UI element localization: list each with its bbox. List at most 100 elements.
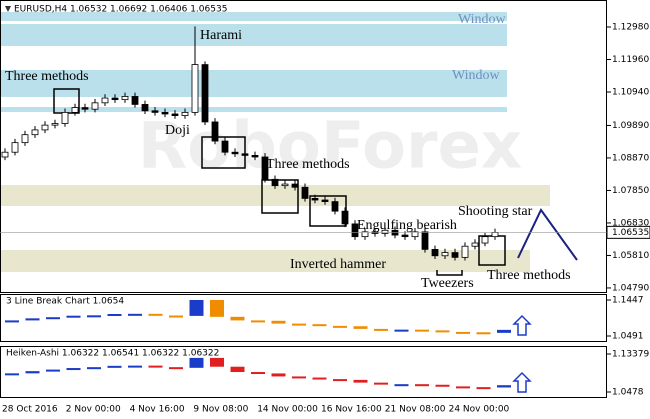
y-tick-label: 1.05810 bbox=[612, 251, 649, 261]
candle-body bbox=[191, 64, 199, 113]
indicator-bar bbox=[5, 373, 19, 376]
annotation: Three methods bbox=[5, 69, 89, 84]
indicator-bar bbox=[210, 299, 224, 317]
candle-body bbox=[211, 121, 219, 142]
indicator-bar bbox=[456, 331, 470, 334]
panel-frame bbox=[0, 346, 607, 398]
support-zone bbox=[0, 250, 530, 272]
candle-body bbox=[331, 201, 339, 212]
candle-body bbox=[161, 111, 169, 115]
indicator-bar bbox=[66, 315, 81, 318]
indicator-bar bbox=[230, 316, 245, 321]
indicator-bar bbox=[25, 371, 40, 374]
candle-body bbox=[461, 245, 469, 258]
candle-body bbox=[391, 229, 399, 236]
up-arrows bbox=[512, 314, 532, 393]
symbol-icon bbox=[5, 6, 11, 12]
indicator-bar bbox=[87, 367, 101, 370]
y-tick-label: 1.09890 bbox=[612, 121, 649, 131]
indicator-bar bbox=[333, 379, 347, 382]
annotation: Inverted hammer bbox=[290, 257, 386, 272]
forecast-arrow bbox=[517, 208, 578, 261]
y-tick-label: 1.11960 bbox=[612, 55, 649, 65]
candle-body bbox=[201, 64, 209, 123]
x-tick-label: 4 Nov 16:00 bbox=[130, 405, 185, 415]
candle-body bbox=[291, 183, 299, 188]
candle-body bbox=[71, 107, 79, 113]
candle-body bbox=[21, 134, 29, 144]
up-arrow bbox=[512, 371, 532, 393]
candle-body bbox=[111, 97, 119, 101]
candle-body bbox=[41, 124, 49, 131]
candle-body bbox=[261, 156, 269, 180]
y-tick-label: 1.04790 bbox=[612, 283, 649, 293]
candle-body bbox=[451, 252, 459, 258]
candle-body bbox=[11, 142, 19, 153]
support-zone bbox=[0, 185, 550, 206]
indicator-bar bbox=[497, 329, 511, 333]
annotation: Three methods bbox=[487, 268, 571, 283]
main-frame bbox=[0, 0, 607, 293]
candle-body bbox=[181, 111, 189, 116]
indicator-bar bbox=[312, 324, 327, 327]
watermark: RoboForex bbox=[138, 110, 522, 184]
annotation: Tweezers bbox=[421, 276, 474, 291]
indicator-bar bbox=[107, 314, 122, 317]
x-tick-label: 2 Nov 00:00 bbox=[66, 405, 121, 415]
candle-body bbox=[271, 178, 279, 187]
indicator-bar bbox=[148, 365, 163, 368]
indicator-bar bbox=[476, 387, 491, 390]
indicator-bar bbox=[374, 382, 388, 385]
indicator-bar bbox=[476, 332, 491, 335]
indicator-bar bbox=[456, 386, 470, 389]
candle-body bbox=[61, 111, 69, 124]
candle-body bbox=[231, 151, 239, 155]
indicator-bar bbox=[394, 329, 409, 332]
candle-body bbox=[441, 252, 449, 257]
candle-body bbox=[431, 248, 439, 257]
candle-body bbox=[361, 231, 369, 238]
indicator-bar bbox=[87, 315, 101, 318]
panel-title: 3 Line Break Chart 1.0654 bbox=[6, 297, 124, 307]
pattern-bracket bbox=[436, 270, 463, 276]
candle-body bbox=[411, 231, 419, 238]
candle-body bbox=[141, 104, 149, 112]
y-tick-label: 1.08870 bbox=[612, 153, 649, 163]
indicator-bar bbox=[415, 329, 429, 332]
y-tick-label: 1.0491 bbox=[612, 332, 644, 342]
x-tick-label: 28 Oct 2016 bbox=[2, 405, 58, 415]
candle-body bbox=[491, 232, 499, 238]
y-tick-label: 1.12980 bbox=[612, 22, 649, 32]
indicator-bar bbox=[128, 313, 142, 316]
indicator-bar bbox=[353, 326, 368, 329]
annotation: Engulfing bearish bbox=[357, 218, 457, 233]
indicator-bar bbox=[292, 376, 306, 379]
last-price-label: 1.06535 bbox=[612, 228, 649, 238]
candle-body bbox=[381, 229, 389, 234]
annotation: Three methods bbox=[266, 157, 350, 172]
indicator-bar bbox=[435, 384, 450, 387]
indicator-bar bbox=[128, 365, 142, 368]
candle-body bbox=[301, 186, 309, 199]
candle-body bbox=[221, 140, 229, 153]
candle-body bbox=[101, 97, 109, 104]
indicator-bar bbox=[210, 357, 224, 367]
pattern-box bbox=[261, 179, 299, 214]
indicator-bar bbox=[107, 365, 122, 368]
y-tick-label: 1.07850 bbox=[612, 186, 649, 196]
annotation: Window bbox=[458, 12, 507, 27]
panel-frame bbox=[0, 294, 607, 342]
candle-body bbox=[471, 242, 479, 247]
indicator-bar bbox=[25, 318, 40, 321]
indicator-bar bbox=[394, 384, 409, 387]
indicator-bar bbox=[333, 325, 347, 328]
indicator-bar bbox=[66, 368, 81, 371]
candle-body bbox=[1, 151, 9, 158]
indicator-bar bbox=[497, 385, 511, 388]
y-tick-label: 1.10940 bbox=[612, 87, 649, 97]
indicator-bar bbox=[251, 372, 265, 375]
candle-body bbox=[121, 96, 129, 101]
candle-body bbox=[131, 96, 139, 105]
candle-body bbox=[481, 236, 489, 244]
window-zone bbox=[0, 24, 507, 46]
